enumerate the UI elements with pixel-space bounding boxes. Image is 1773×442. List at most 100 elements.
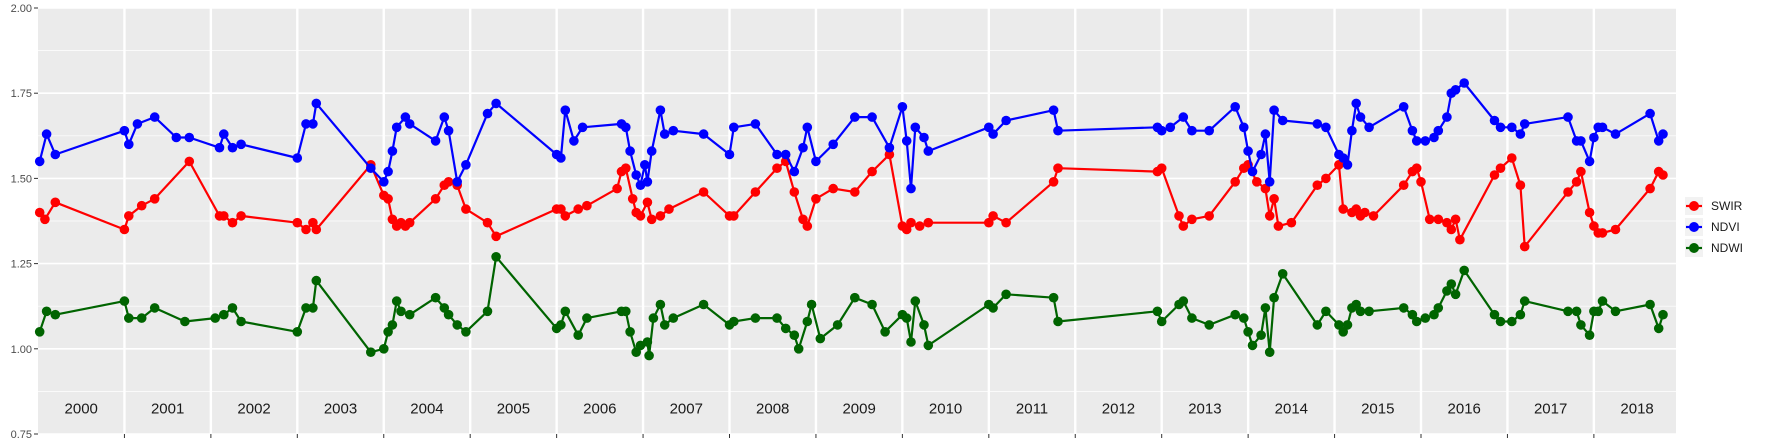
swir-data-point [1178,221,1189,231]
ndvi-data-point [556,153,566,163]
ndvi-data-point [236,139,246,150]
ndwi-data-point [396,306,406,317]
ndvi-legend-label: NDVI [1711,220,1740,234]
ndwi-data-point [491,251,501,262]
ndwi-data-point [789,330,800,341]
ndvi-data-point [1187,125,1197,136]
ndvi-data-point [119,125,130,136]
ndwi-data-point [560,306,571,317]
swir-data-point [1507,153,1517,163]
ndwi-data-point [119,296,130,306]
ndvi-data-point [1507,122,1517,133]
ndvi-data-point [482,108,493,119]
ndvi-data-point [149,112,160,122]
ndvi-data-point [1321,122,1331,133]
ndwi-data-point [1277,269,1288,279]
ndvi-data-point [1165,122,1176,133]
ndwi-data-point [1593,306,1603,317]
ndvi-data-point [1001,115,1011,126]
ndvi-data-point [461,160,471,170]
ndvi-data-point [1489,115,1500,126]
ndwi-data-point [1398,303,1409,313]
ndwi-data-point [210,313,220,323]
ndwi-data-point [180,316,190,327]
ndwi-data-point [1001,289,1011,300]
ndvi-data-point [491,98,501,109]
ndvi-data-point [1442,112,1452,122]
ndwi-data-point [1364,306,1374,317]
ndvi-data-point [560,105,571,115]
ndvi-data-point [919,132,929,143]
swir-data-point [1515,180,1526,190]
swir-data-point [556,204,566,214]
ndvi-data-point [171,132,182,143]
year-label: 2018 [1620,401,1653,418]
ndvi-data-point [780,149,791,160]
ndwi-data-point [1658,309,1668,320]
swir-data-point [621,163,631,173]
ndwi-data-point [1312,320,1323,330]
ndvi-data-point [452,177,463,187]
year-label: 2006 [583,401,616,418]
ndvi-data-point [404,119,415,129]
ndwi-data-point [659,320,670,330]
ndvi-data-point [1398,102,1409,112]
ndvi-data-point [227,142,238,153]
ndvi-data-point [923,146,934,156]
series-layer [34,78,1668,361]
ndwi-data-point [621,306,631,317]
ndvi-data-point [659,129,670,139]
ndvi-data-point [1342,160,1353,170]
ndvi-data-point [430,136,441,146]
ndvi-data-point [1459,78,1469,88]
ndwi-data-point [1442,286,1452,296]
ndwi-data-point [308,303,318,313]
ndwi-data-point [1563,306,1573,317]
ndwi-data-point [236,316,246,327]
ndwi-data-point [1355,306,1366,317]
ndwi-data-point [1571,306,1582,317]
swir-legend-label: SWIR [1711,199,1743,213]
ndvi-data-point [1407,125,1418,136]
swir-data-point [1563,187,1573,197]
ndwi-data-point [1239,313,1249,323]
ndvi-data-point [1610,129,1621,139]
ndvi-data-point [1277,115,1288,126]
swir-data-point [219,211,229,221]
swir-data-point [236,211,246,221]
swir-data-point [292,217,303,228]
y-tick-label: 1.75 [11,88,32,100]
ndvi-data-point [621,122,631,133]
swir-data-point [573,204,583,214]
year-label: 2007 [670,401,703,418]
ndvi-data-point [41,129,52,139]
ndvi-data-point [308,119,318,129]
swir-data-point [227,217,238,228]
swir-data-point [1571,177,1582,187]
ndvi-data-point [1563,112,1573,122]
ndvi-data-point [443,125,454,136]
swir-data-point [1411,163,1422,173]
swir-data-point [1398,180,1409,190]
ndvi-data-point [1420,136,1431,146]
ndvi-data-point [1239,122,1249,133]
ndwi-data-point [227,303,238,313]
ndwi-data-point [1450,289,1461,300]
year-label: 2010 [929,401,962,418]
year-label: 2015 [1361,401,1394,418]
ndvi-data-point [569,136,579,146]
ndwi-data-point [1204,320,1214,330]
swir-data-point [491,231,501,242]
swir-data-point [50,197,61,208]
ndvi-data-point [439,112,450,122]
ndvi-data-point [897,102,908,112]
ndwi-data-point [383,327,393,337]
ndvi-data-point [50,149,61,160]
ndvi-data-point [1264,177,1275,187]
ndwi-data-point [556,320,566,330]
ndvi-data-point [1260,129,1271,139]
ndvi-data-point [668,125,679,136]
ndwi-data-point [832,320,843,330]
swir-data-point [1658,170,1668,180]
ndvi-data-point [184,132,195,143]
